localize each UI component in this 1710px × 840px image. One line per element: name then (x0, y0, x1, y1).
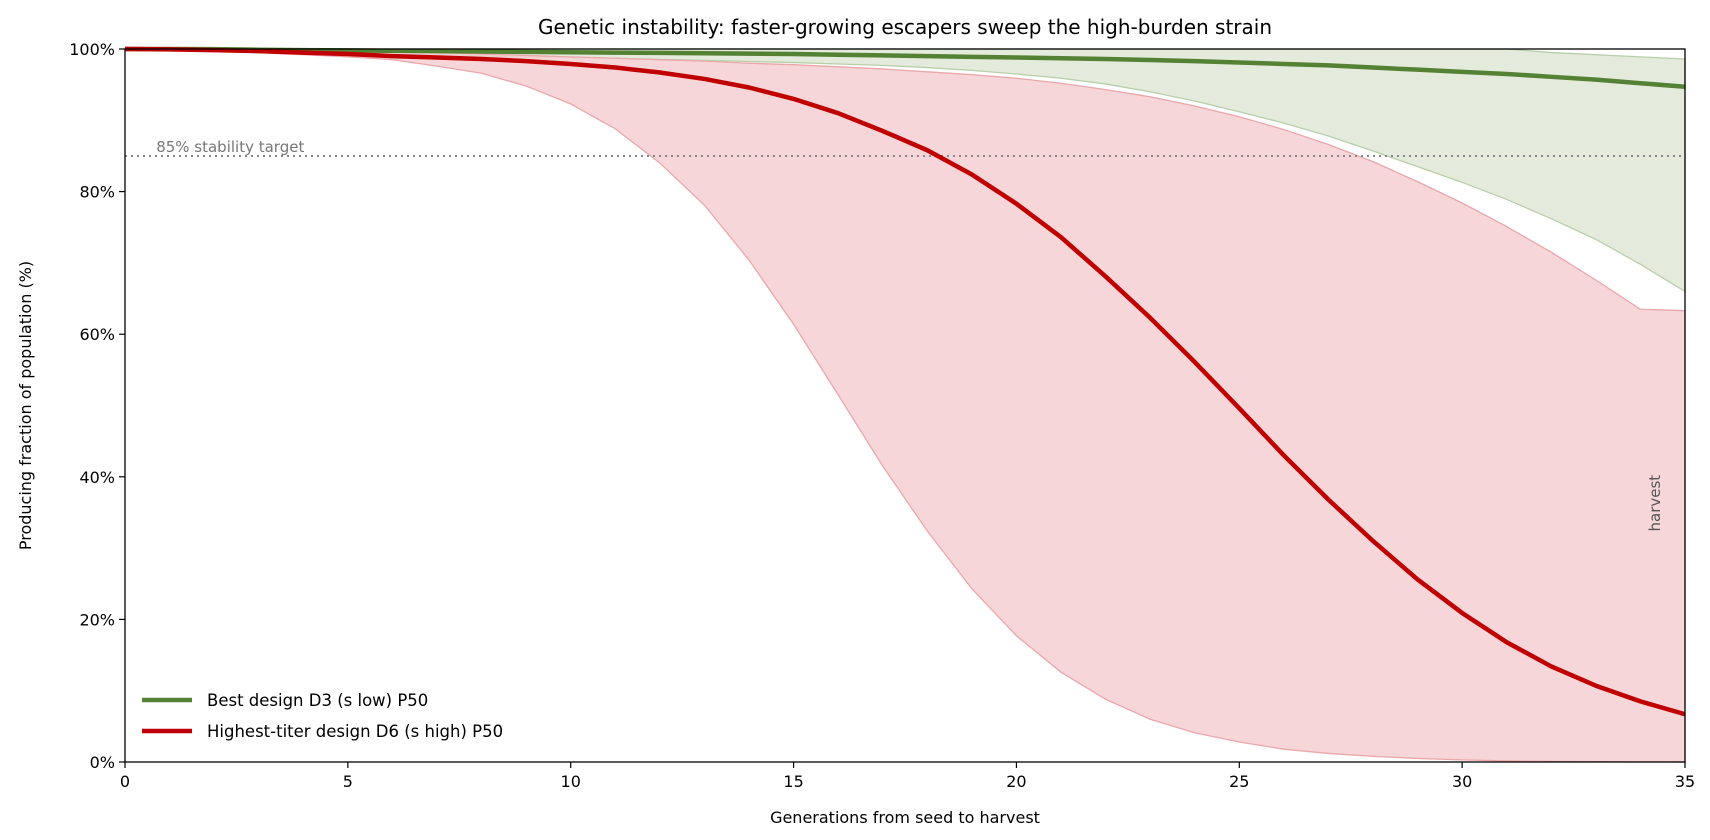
x-tick-label: 35 (1675, 772, 1695, 791)
legend: Best design D3 (s low) P50 Highest-titer … (142, 691, 503, 741)
legend-label-1: Best design D3 (s low) P50 (207, 691, 428, 710)
x-tick-label: 10 (561, 772, 581, 791)
y-tick-label: 40% (79, 468, 115, 487)
legend-label-2: Highest-titer design D6 (s high) P50 (207, 722, 503, 741)
x-axis-label: Generations from seed to harvest (770, 808, 1040, 827)
harvest-label: harvest (1646, 475, 1664, 532)
y-tick-label: 0% (90, 753, 115, 772)
x-tick-label: 25 (1229, 772, 1249, 791)
stability-target-label: 85% stability target (156, 138, 304, 156)
y-tick-label: 100% (69, 40, 115, 59)
plot-frame (124, 48, 1686, 763)
y-tick-label: 60% (79, 325, 115, 344)
x-tick-label: 15 (783, 772, 803, 791)
y-tick-label: 20% (79, 610, 115, 629)
chart-title: Genetic instability: faster-growing esca… (538, 15, 1272, 39)
series-1-median-line (125, 46, 1686, 90)
x-tick-label: 5 (343, 772, 353, 791)
plot-area: 85% stability target harvest (124, 46, 1686, 763)
series-2-median-line (124, 46, 1686, 717)
axes: 0 5 10 15 20 25 30 35 0% 20% 40% 60% 80% 100% (69, 40, 1695, 791)
y-axis-label: Producing fraction of population (%) (16, 261, 35, 550)
x-tick-label: 0 (120, 772, 130, 791)
y-tick-label: 80% (79, 183, 115, 202)
x-tick-label: 30 (1452, 772, 1472, 791)
x-tick-label: 20 (1006, 772, 1026, 791)
